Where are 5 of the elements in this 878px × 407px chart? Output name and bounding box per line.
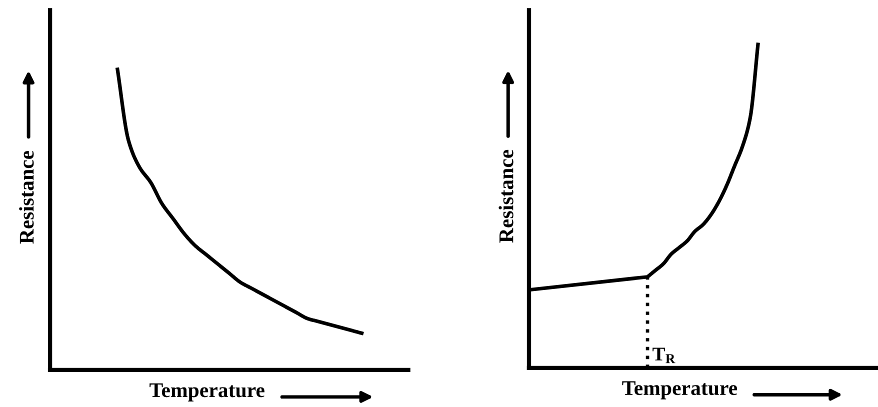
x-axis-title: Temperature — [622, 381, 738, 400]
y-axis-title: Resistance — [19, 150, 34, 244]
x-axis-title: Temperature — [150, 383, 264, 402]
y-axis-title: Resistance — [498, 150, 514, 243]
annotation: T$_{R}$ — [652, 348, 676, 364]
